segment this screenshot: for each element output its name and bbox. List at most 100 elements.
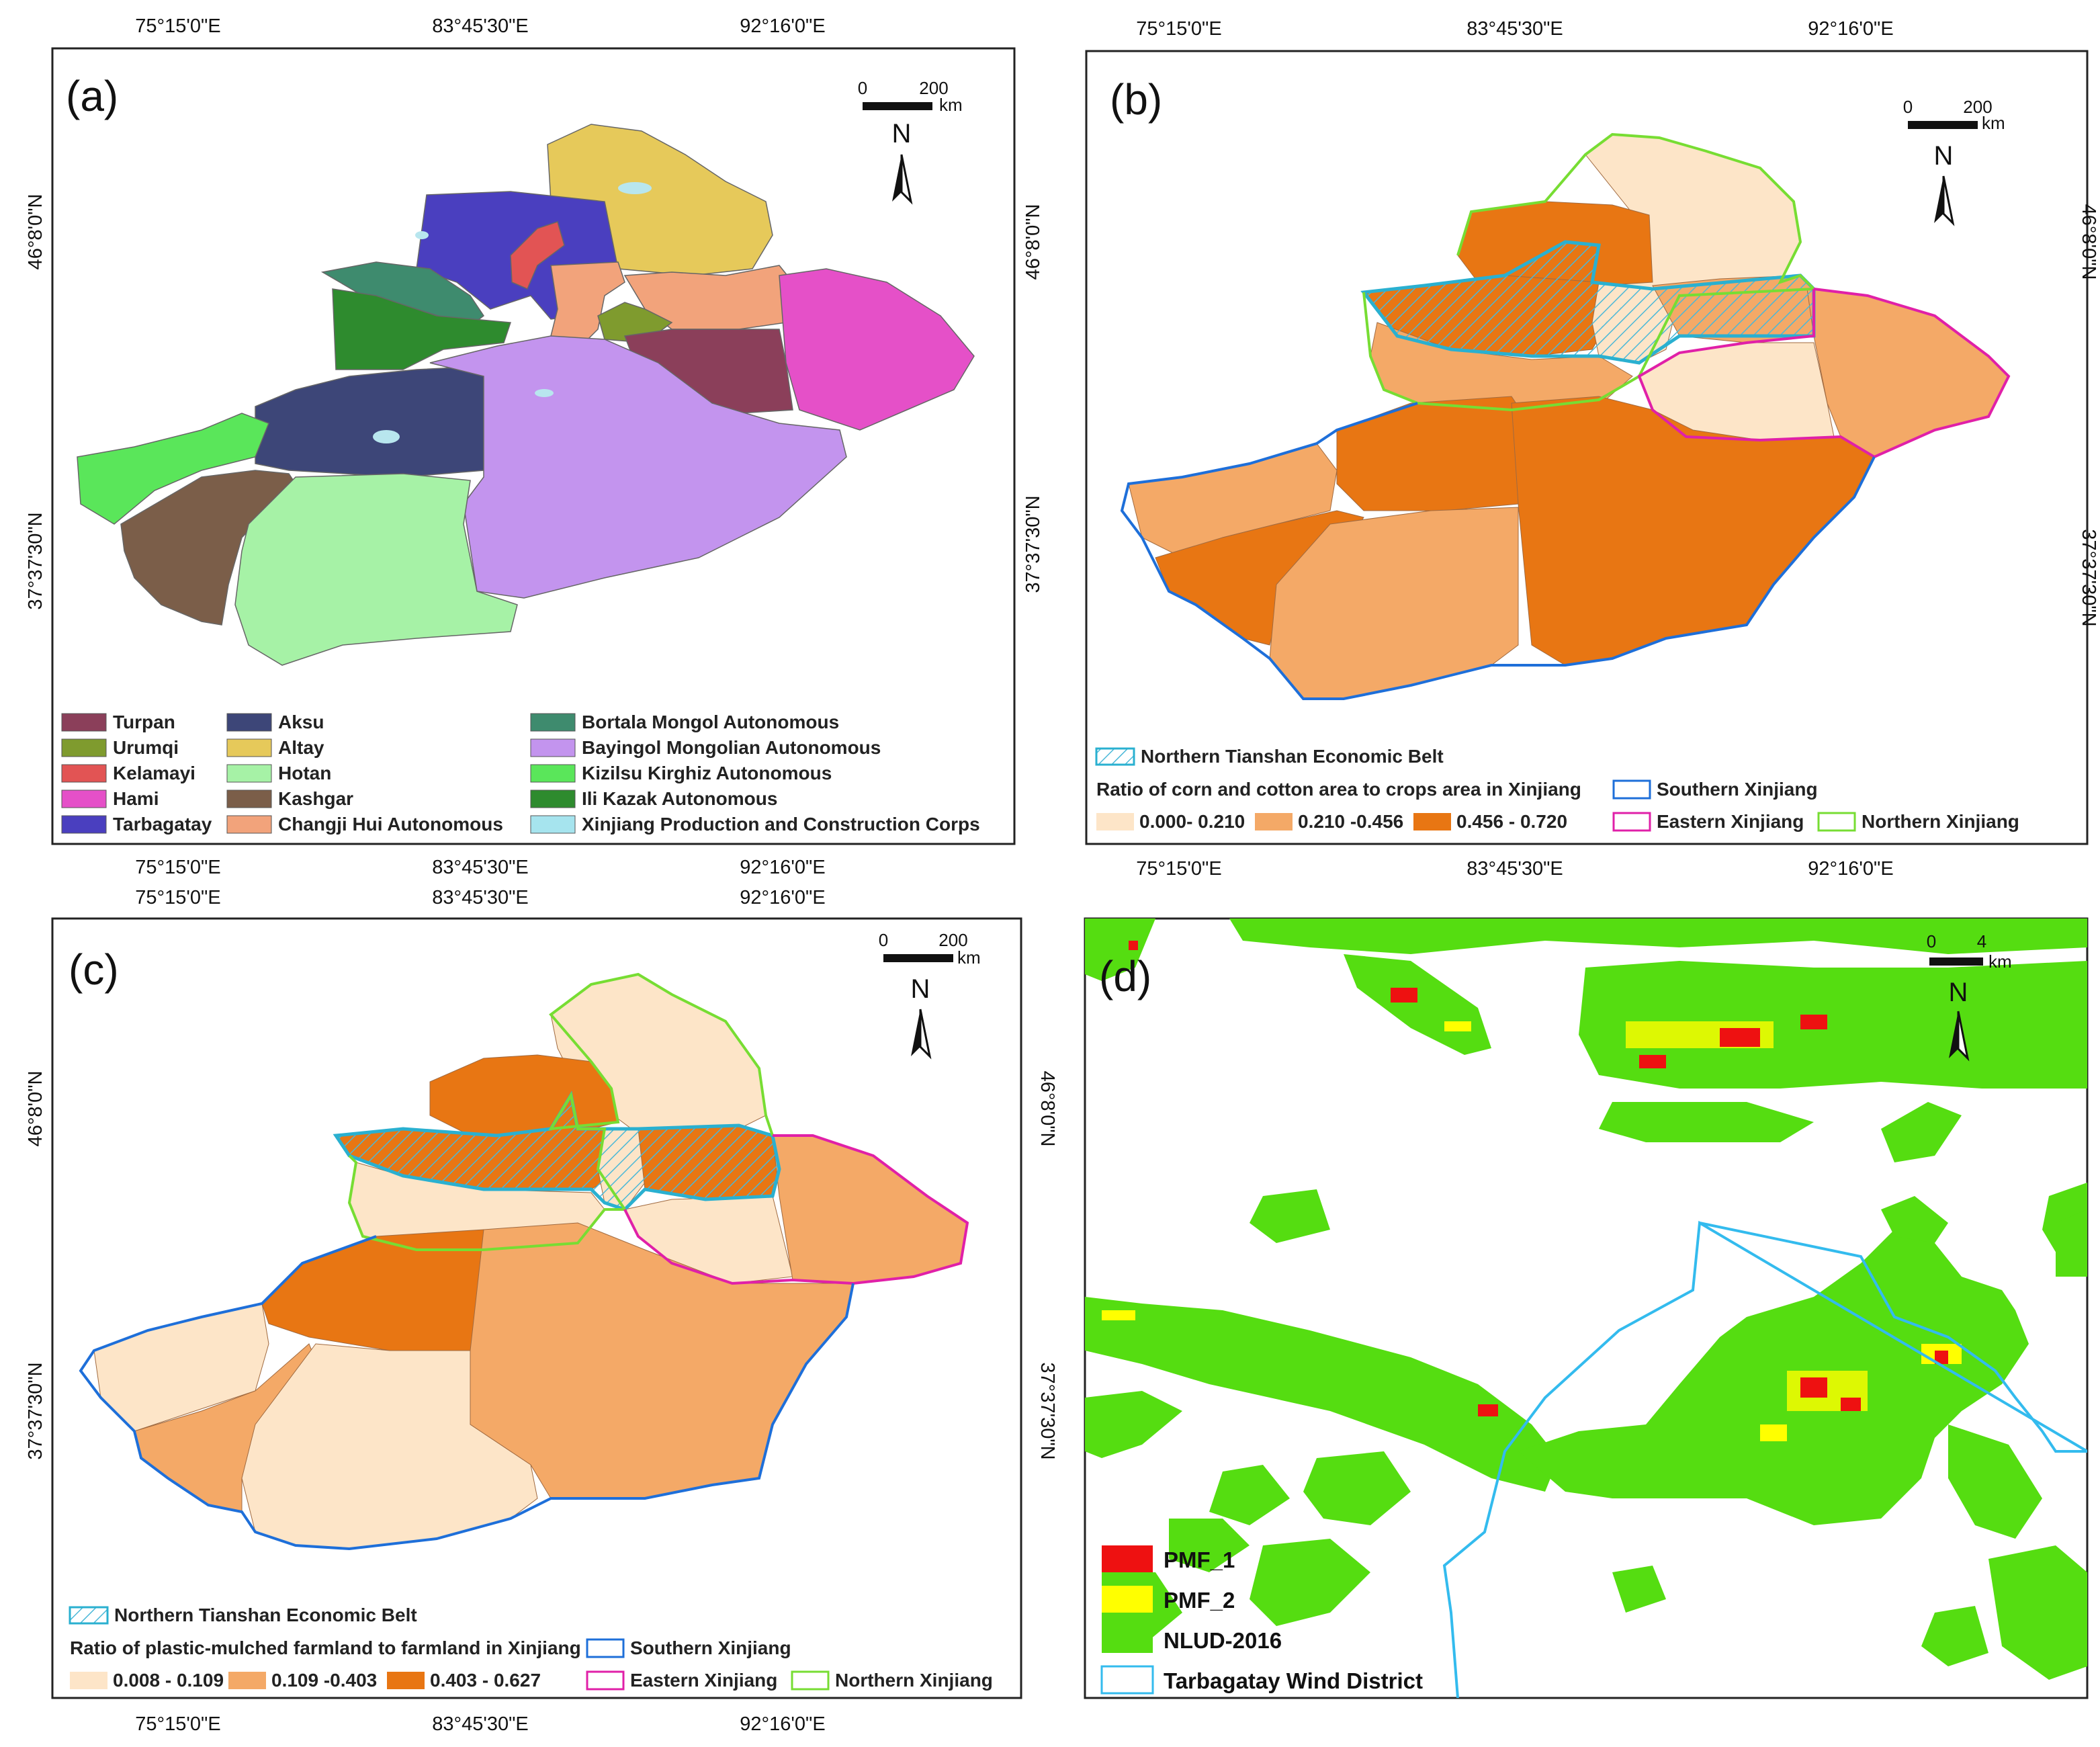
svg-text:200: 200 <box>919 78 948 98</box>
lon-label: 83°45'30"E <box>1467 858 1563 880</box>
legend-label: 0.008 - 0.109 <box>113 1670 224 1691</box>
legend-a: Turpan Urumqi Kelamayi Hami Tarbagatay Aksu Al… <box>61 712 980 835</box>
lon-label: 75°15'0"E <box>135 15 220 37</box>
lon-label: 75°15'0"E <box>1136 18 1221 40</box>
legend-label: Ili Kazak Autonomous <box>582 788 777 809</box>
panel-label: (d) <box>1099 952 1151 1000</box>
lon-label: 92°16'0"E <box>740 15 825 37</box>
legend-label: 0.210 -0.456 <box>1298 811 1403 832</box>
lat-label: 46°8'0"N <box>25 1071 46 1147</box>
wind-district-boundary <box>1442 1220 2087 1698</box>
svg-text:km: km <box>1982 113 2005 133</box>
panel-label: (a) <box>66 72 118 120</box>
lat-label: 37°37'30"N <box>1022 495 1044 593</box>
panel-label: (c) <box>69 945 119 994</box>
lon-label: 75°15'0"E <box>135 887 220 908</box>
svg-text:km: km <box>1988 951 2012 972</box>
scale-bar: 0 200 km <box>1903 97 2005 133</box>
legend-label: Changji Hui Autonomous <box>278 814 503 835</box>
legend-swatch <box>61 713 107 732</box>
legend-swatch <box>1102 1626 1153 1653</box>
legend-swatch <box>61 790 107 808</box>
legend-swatch <box>1095 747 1135 766</box>
legend-swatch <box>226 815 272 834</box>
legend-label: Tarbagatay Wind District <box>1164 1668 1423 1693</box>
legend-swatch <box>226 790 272 808</box>
region-hami <box>779 268 975 431</box>
scale-bar: 0 4 km <box>1927 931 2012 972</box>
region-changji <box>550 261 625 343</box>
legend-d: PMF_1 PMF_2 NLUD-2016 Tarbagatay Wind Distr… <box>1100 1545 1423 1695</box>
legend-title: Ratio of plastic-mulched farmland to far… <box>70 1637 581 1658</box>
legend-swatch <box>226 764 272 783</box>
lat-label: 46°8'0"N <box>2078 204 2099 280</box>
legend-swatch <box>530 764 576 783</box>
legend-swatch <box>1096 813 1134 830</box>
region-hotan <box>234 473 518 666</box>
legend-label: Hotan <box>278 763 331 783</box>
svg-text:0: 0 <box>858 78 867 98</box>
legend-swatch <box>70 1672 107 1689</box>
region-ili <box>332 288 512 370</box>
lat-label: 46°8'0"N <box>25 194 46 270</box>
svg-text:200: 200 <box>938 930 967 950</box>
svg-text:0: 0 <box>1903 97 1913 117</box>
legend-label: Tarbagatay <box>113 814 212 835</box>
svg-text:N: N <box>911 974 930 1004</box>
lon-label: 92°16'0"E <box>740 857 825 878</box>
panel-c: 75°15'0"E 83°45'30"E 92°16'0"E 75°15'0"E… <box>25 887 1058 1735</box>
legend-label: Aksu <box>278 712 324 732</box>
lon-label: 92°16'0"E <box>1808 18 1893 40</box>
north-arrow: N <box>910 974 931 1058</box>
lat-label: 37°37'30"N <box>25 1362 46 1459</box>
legend-label: Hami <box>113 788 159 809</box>
legend-label: Eastern Xinjiang <box>630 1670 777 1691</box>
lon-label: 92°16'0"E <box>740 1713 825 1735</box>
lon-label: 83°45'30"E <box>432 857 529 878</box>
legend-swatch <box>530 815 576 834</box>
legend-swatch <box>1102 1586 1153 1613</box>
legend-label: PMF_2 <box>1164 1588 1235 1613</box>
region-kizilsu <box>77 413 269 525</box>
legend-label: 0.000- 0.210 <box>1139 811 1245 832</box>
north-arrow: N <box>891 119 912 203</box>
legend-swatch <box>586 1670 625 1691</box>
legend-swatch <box>530 790 576 808</box>
panel-b: 75°15'0"E 83°45'30"E 92°16'0"E 75°15'0"E… <box>1022 18 2099 880</box>
legend-swatch <box>586 1638 625 1658</box>
lon-label: 92°16'0"E <box>740 887 825 908</box>
legend-label: Southern Xinjiang <box>1657 779 1818 800</box>
legend-swatch <box>530 738 576 757</box>
legend-label: NLUD-2016 <box>1164 1628 1282 1653</box>
svg-text:200: 200 <box>1963 97 1992 117</box>
svg-text:0: 0 <box>879 930 888 950</box>
legend-swatch <box>69 1606 109 1625</box>
legend-b: Northern Tianshan Economic Belt Ratio of … <box>1095 746 2019 832</box>
svg-text:km: km <box>957 947 981 968</box>
legend-label: Urumqi <box>113 737 179 758</box>
pmf-patches <box>1102 941 1962 1441</box>
legend-label: Bayingol Mongolian Autonomous <box>582 737 881 758</box>
legend-label: Southern Xinjiang <box>630 1637 791 1658</box>
legend-label: 0.109 -0.403 <box>271 1670 377 1691</box>
legend-label: Kelamayi <box>113 763 195 783</box>
lon-label: 83°45'30"E <box>432 1713 529 1735</box>
legend-swatch <box>1100 1665 1154 1695</box>
legend-title: Ratio of corn and cotton area to crops a… <box>1096 779 1581 800</box>
lon-label: 83°45'30"E <box>432 887 529 908</box>
legend-swatch <box>1612 812 1651 832</box>
legend-swatch <box>1612 779 1651 800</box>
lon-label: 83°45'30"E <box>432 15 529 37</box>
panel-a: 75°15'0"E 83°45'30"E 92°16'0"E 75°15'0"E… <box>25 15 1016 878</box>
legend-label: Kashgar <box>278 788 353 809</box>
panel-label: (b) <box>1110 75 1162 124</box>
lat-label: 37°37'30"N <box>25 512 46 609</box>
legend-label: Northern Tianshan Economic Belt <box>114 1605 417 1625</box>
north-arrow: N <box>1948 978 1969 1060</box>
legend-label: Xinjiang Production and Construction Cor… <box>582 814 980 835</box>
legend-swatch <box>226 738 272 757</box>
svg-text:N: N <box>892 119 912 148</box>
legend-swatch <box>61 738 107 757</box>
lat-label: 46°8'0"N <box>1037 1071 1058 1147</box>
legend-swatch <box>530 713 576 732</box>
